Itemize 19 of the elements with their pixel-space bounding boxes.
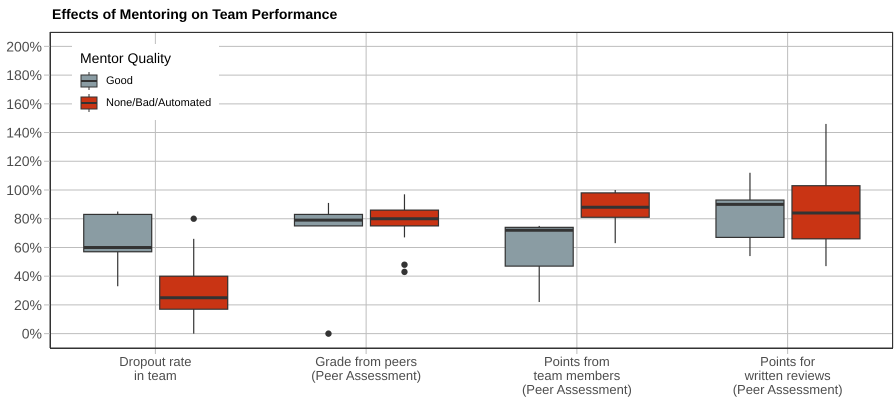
x-tick-label: Points from team members (Peer Assessment) (522, 354, 632, 397)
y-tick-label: 180% (6, 67, 42, 84)
x-tick-label: Grade from peers (Peer Assessment) (311, 354, 422, 383)
y-tick-label: 60% (14, 239, 42, 256)
y-tick-label: 140% (6, 124, 42, 141)
y-tick-label: 200% (6, 38, 42, 54)
y-tick-label: 100% (6, 182, 42, 198)
legend-label: None/Bad/Automated (106, 97, 212, 109)
chart-title: Effects of Mentoring on Team Performance (52, 6, 338, 22)
y-tick-label: 120% (6, 153, 42, 170)
x-tick-label: Dropout rate in team (119, 354, 192, 383)
x-tick-label: Points for written reviews (Peer Assessment) (732, 354, 843, 397)
y-tick-label: 160% (6, 96, 42, 112)
legend-title: Mentor Quality (80, 50, 172, 66)
y-tick-label: 40% (14, 268, 42, 284)
y-tick-label: 20% (14, 296, 42, 313)
y-tick-label: 80% (14, 210, 42, 227)
legend-label: Good (106, 75, 133, 87)
y-tick-label: 0% (22, 326, 42, 342)
